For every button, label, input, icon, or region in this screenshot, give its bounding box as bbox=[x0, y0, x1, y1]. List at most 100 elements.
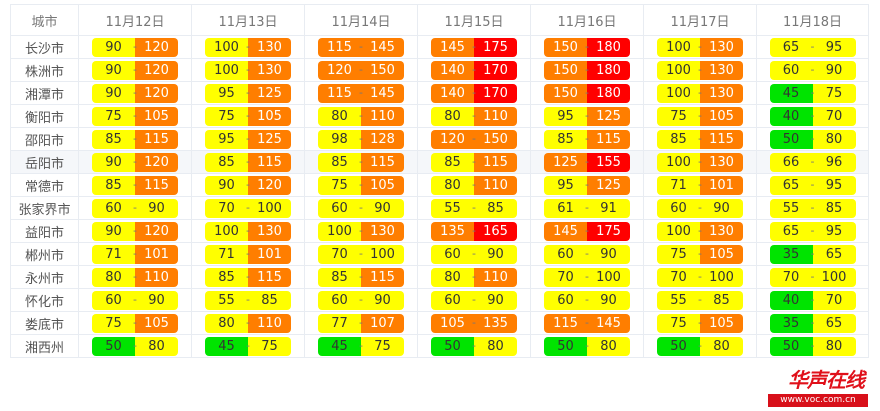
aqi-cell: 55 85- bbox=[756, 196, 869, 220]
range-separator: - bbox=[585, 108, 589, 122]
aqi-min: 50 bbox=[92, 336, 135, 356]
range-separator: - bbox=[359, 39, 363, 53]
aqi-max: 130 bbox=[700, 221, 743, 241]
range-separator: - bbox=[246, 269, 250, 283]
aqi-cell: 100 130- bbox=[643, 150, 757, 174]
aqi-min: 100 bbox=[657, 221, 700, 241]
aqi-cell: 85 115- bbox=[191, 265, 305, 289]
aqi-range-badge: 150 180- bbox=[544, 60, 630, 80]
aqi-range-badge: 55 85- bbox=[205, 290, 291, 310]
aqi-max: 80 bbox=[587, 336, 630, 356]
range-separator: - bbox=[585, 315, 589, 329]
aqi-min: 140 bbox=[431, 60, 474, 80]
aqi-max: 130 bbox=[700, 152, 743, 172]
aqi-min: 45 bbox=[318, 336, 361, 356]
aqi-max: 150 bbox=[474, 129, 517, 149]
aqi-cell: 85 115- bbox=[643, 127, 757, 151]
aqi-min: 45 bbox=[205, 336, 248, 356]
range-separator: - bbox=[472, 338, 476, 352]
range-separator: - bbox=[810, 269, 815, 283]
aqi-min: 55 bbox=[657, 290, 700, 310]
city-name: 衡阳市 bbox=[10, 104, 79, 128]
aqi-cell: 75 105- bbox=[191, 104, 305, 128]
range-separator: - bbox=[810, 292, 815, 306]
aqi-cell: 70 100- bbox=[756, 265, 869, 289]
aqi-cell: 100 130- bbox=[191, 58, 305, 82]
range-separator: - bbox=[246, 177, 250, 191]
aqi-range-badge: 80 110- bbox=[92, 267, 178, 287]
aqi-max: 90 bbox=[812, 60, 856, 80]
aqi-cell: 50 80- bbox=[78, 334, 192, 358]
range-separator: - bbox=[698, 108, 702, 122]
range-separator: - bbox=[585, 292, 589, 306]
aqi-max: 90 bbox=[361, 198, 404, 218]
aqi-min: 40 bbox=[769, 290, 813, 310]
aqi-cell: 40 70- bbox=[756, 104, 869, 128]
table-row: 长沙市 90 120-100 130-115 145-145 175-150 180-100… bbox=[10, 35, 869, 59]
city-name: 益阳市 bbox=[10, 219, 79, 243]
range-separator: - bbox=[359, 315, 363, 329]
city-name: 常德市 bbox=[10, 173, 79, 197]
aqi-cell: 75 105- bbox=[643, 104, 757, 128]
aqi-min: 90 bbox=[205, 175, 248, 195]
aqi-cell: 60 90- bbox=[417, 242, 531, 266]
aqi-range-badge: 85 115- bbox=[318, 267, 404, 287]
aqi-range-badge: 60 90- bbox=[657, 198, 743, 218]
aqi-max: 110 bbox=[474, 106, 517, 126]
aqi-cell: 71 101- bbox=[643, 173, 757, 197]
date-header: 11月18日 bbox=[756, 4, 869, 36]
aqi-min: 75 bbox=[205, 106, 248, 126]
aqi-min: 80 bbox=[431, 175, 474, 195]
aqi-max: 130 bbox=[700, 60, 743, 80]
aqi-cell: 70 100- bbox=[530, 265, 644, 289]
range-separator: - bbox=[698, 39, 702, 53]
aqi-range-badge: 45 75- bbox=[769, 83, 856, 103]
aqi-max: 115 bbox=[361, 267, 404, 287]
aqi-range-badge: 60 90- bbox=[769, 60, 856, 80]
aqi-range-badge: 60 90- bbox=[92, 198, 178, 218]
aqi-range-badge: 150 180- bbox=[544, 37, 630, 57]
aqi-min: 75 bbox=[92, 106, 135, 126]
table-row: 常德市 85 115-90 120-75 105-80 110-95 125-71 101-6… bbox=[10, 173, 869, 197]
aqi-range-badge: 85 115- bbox=[544, 129, 630, 149]
aqi-min: 35 bbox=[769, 244, 813, 264]
aqi-min: 80 bbox=[431, 106, 474, 126]
aqi-range-badge: 85 115- bbox=[657, 129, 743, 149]
range-separator: - bbox=[698, 223, 702, 237]
range-separator: - bbox=[472, 108, 476, 122]
aqi-cell: 100 130- bbox=[643, 58, 757, 82]
aqi-range-badge: 85 115- bbox=[205, 152, 291, 172]
range-separator: - bbox=[246, 154, 250, 168]
aqi-max: 105 bbox=[700, 313, 743, 333]
aqi-range-badge: 50 80- bbox=[769, 129, 856, 149]
aqi-min: 60 bbox=[431, 290, 474, 310]
range-separator: - bbox=[246, 200, 250, 214]
aqi-min: 60 bbox=[544, 244, 587, 264]
aqi-range-badge: 80 110- bbox=[431, 175, 517, 195]
range-separator: - bbox=[472, 131, 476, 145]
range-separator: - bbox=[133, 108, 137, 122]
aqi-max: 115 bbox=[474, 152, 517, 172]
aqi-cell: 115 145- bbox=[304, 35, 418, 59]
range-separator: - bbox=[359, 269, 363, 283]
aqi-range-badge: 50 80- bbox=[544, 336, 630, 356]
city-name: 怀化市 bbox=[10, 288, 79, 312]
range-separator: - bbox=[472, 292, 476, 306]
aqi-min: 50 bbox=[769, 336, 813, 356]
aqi-max: 105 bbox=[700, 244, 743, 264]
aqi-cell: 60 90- bbox=[417, 288, 531, 312]
aqi-max: 101 bbox=[700, 175, 743, 195]
aqi-max: 85 bbox=[812, 198, 856, 218]
range-separator: - bbox=[698, 131, 702, 145]
aqi-min: 35 bbox=[769, 313, 813, 333]
table-row: 衡阳市 75 105-75 105-80 110-80 110-95 125-75 105-4… bbox=[10, 104, 869, 128]
aqi-range-badge: 75 105- bbox=[657, 313, 743, 333]
range-separator: - bbox=[359, 223, 363, 237]
aqi-min: 95 bbox=[544, 106, 587, 126]
aqi-range-badge: 55 85- bbox=[431, 198, 517, 218]
aqi-cell: 100 130- bbox=[643, 35, 757, 59]
aqi-max: 120 bbox=[135, 221, 178, 241]
range-separator: - bbox=[472, 246, 476, 260]
range-separator: - bbox=[246, 338, 250, 352]
aqi-min: 90 bbox=[92, 60, 135, 80]
